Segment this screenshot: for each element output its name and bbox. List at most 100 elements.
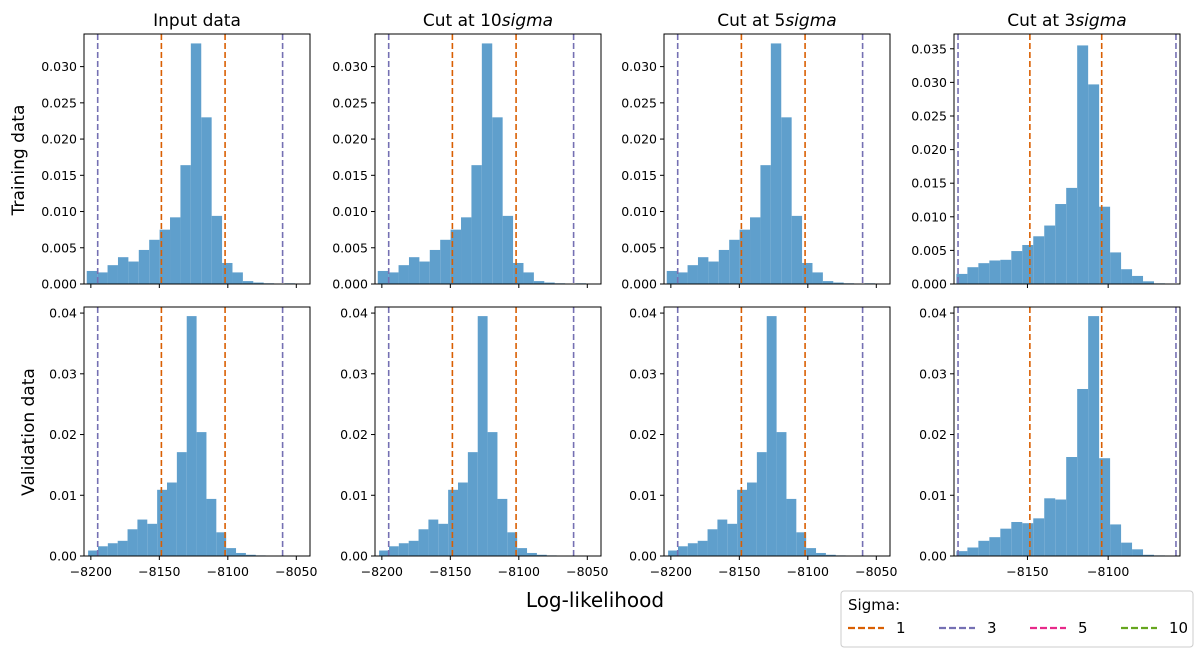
- histogram-bar: [536, 554, 547, 556]
- legend-entry-1: 1: [848, 619, 906, 637]
- histogram-bar: [440, 239, 451, 284]
- histogram-bar: [786, 498, 797, 556]
- histogram-bar: [448, 489, 459, 556]
- x-tick-label: −8200: [361, 564, 403, 579]
- legend-entry-5: 5: [1030, 619, 1088, 637]
- y-tick-label: 0.025: [621, 95, 657, 110]
- histogram-bar: [379, 550, 389, 556]
- histogram-bar: [117, 257, 129, 284]
- histogram-bar: [450, 229, 462, 284]
- histogram-bar: [201, 117, 212, 284]
- histogram-bar: [967, 267, 979, 284]
- y-tick-label: 0.010: [911, 209, 947, 224]
- histogram-bar: [956, 551, 968, 556]
- histogram-bar: [507, 532, 518, 556]
- histogram-bar: [377, 270, 389, 284]
- histogram-bar: [1011, 251, 1023, 284]
- histogram-bar: [180, 165, 191, 284]
- panels: 0.000 0.005 0.010 0.015 0.020 0.025 0.030 Input…: [41, 11, 1181, 579]
- histogram-bar: [1088, 316, 1100, 556]
- x-tick-label: −8050: [275, 564, 317, 579]
- legend-title: Sigma:: [848, 596, 900, 614]
- y-tick-label: 0.020: [41, 132, 77, 147]
- y-tick-label: 0.04: [49, 306, 77, 321]
- histogram-bar: [729, 239, 740, 284]
- panel-5: 0.00 0.01 0.02 0.03 0.04 −8200 −8150 −8100 −8050: [49, 306, 317, 579]
- histogram-bar: [388, 272, 399, 284]
- histogram-bar: [461, 217, 472, 284]
- histogram-bar: [487, 432, 498, 556]
- histogram-bar: [147, 523, 158, 556]
- histogram-bar: [1055, 204, 1067, 284]
- histogram-bar: [1033, 518, 1045, 556]
- row-label-validation: Validation data: [19, 368, 39, 496]
- histogram-bar: [107, 543, 118, 556]
- histogram-bar: [190, 43, 202, 284]
- y-tick-label: 0.030: [911, 75, 947, 90]
- axes-frame: [953, 306, 1181, 557]
- axes-frame: [953, 33, 1181, 285]
- panel-4: 0.000 0.005 0.010 0.015 0.020 0.025 0.030 0.035…: [911, 11, 1181, 292]
- x-tick-label: −8050: [566, 564, 608, 579]
- histogram-bar: [517, 548, 528, 556]
- y-tick-label: 0.015: [621, 168, 657, 183]
- y-tick-label: 0.020: [332, 132, 368, 147]
- y-tick-label: 0.02: [919, 427, 947, 442]
- row-label-training: Training data: [9, 105, 29, 217]
- histogram-bar: [502, 215, 514, 284]
- histogram-bar: [766, 316, 777, 556]
- y-tick-label: 0.030: [332, 59, 368, 74]
- histogram-bar: [544, 282, 555, 284]
- legend-entry-3: 3: [939, 619, 997, 637]
- y-tick-label: 0.010: [41, 204, 77, 219]
- histogram-bar: [408, 257, 420, 284]
- histogram-bar: [1022, 523, 1034, 556]
- panel-6: 0.00 0.01 0.02 0.03 0.04 −8200 −8150 −8100 −8050: [340, 306, 608, 579]
- histogram-bar: [833, 282, 844, 284]
- histogram-bar: [1022, 245, 1034, 284]
- histogram-bar: [1099, 458, 1111, 556]
- histogram-bar: [137, 519, 148, 556]
- histogram-bar: [816, 552, 826, 556]
- histogram-bar: [1143, 554, 1155, 556]
- histogram-bar: [708, 261, 719, 284]
- histogram-bar: [196, 432, 207, 556]
- x-tick-label: −8150: [429, 564, 471, 579]
- histogram-bar: [211, 215, 223, 284]
- histogram-bar: [513, 262, 524, 284]
- histogram-bar: [1066, 457, 1078, 556]
- y-tick-label: 0.035: [911, 41, 947, 56]
- histogram-bar: [1088, 84, 1100, 284]
- histogram-bar: [1110, 524, 1122, 556]
- histogram-bar: [206, 498, 217, 556]
- legend-label: 3: [987, 619, 997, 637]
- histogram-bar: [477, 316, 488, 556]
- histogram-bar: [398, 265, 409, 284]
- panel-title: Cut at 5sigma: [717, 11, 836, 31]
- histogram-bar: [1066, 187, 1078, 284]
- histogram-bar: [687, 265, 698, 284]
- histogram-bar: [770, 43, 782, 284]
- histogram-bar: [492, 117, 503, 284]
- histogram-bar: [222, 262, 233, 284]
- histogram-bar: [776, 432, 787, 556]
- panel-3: 0.000 0.005 0.010 0.015 0.020 0.025 0.030 Cut a…: [621, 11, 891, 292]
- legend-frame: [840, 590, 1194, 648]
- histogram-bar: [471, 165, 482, 284]
- axes-frame: [663, 306, 891, 557]
- histogram-bar: [727, 523, 738, 556]
- histogram-bar: [523, 272, 534, 284]
- histogram-bar: [1077, 45, 1089, 285]
- histogram-bar: [756, 452, 767, 556]
- histogram-bar: [812, 272, 823, 284]
- y-tick-label: 0.015: [332, 168, 368, 183]
- histogram-bar: [760, 165, 771, 284]
- histogram-bar: [1055, 499, 1067, 556]
- y-tick-label: 0.000: [332, 277, 368, 292]
- histogram-bar: [419, 261, 430, 284]
- y-tick-label: 0.025: [911, 108, 947, 123]
- histogram-bar: [967, 547, 979, 556]
- y-tick-label: 0.010: [621, 204, 657, 219]
- y-tick-label: 0.030: [41, 59, 77, 74]
